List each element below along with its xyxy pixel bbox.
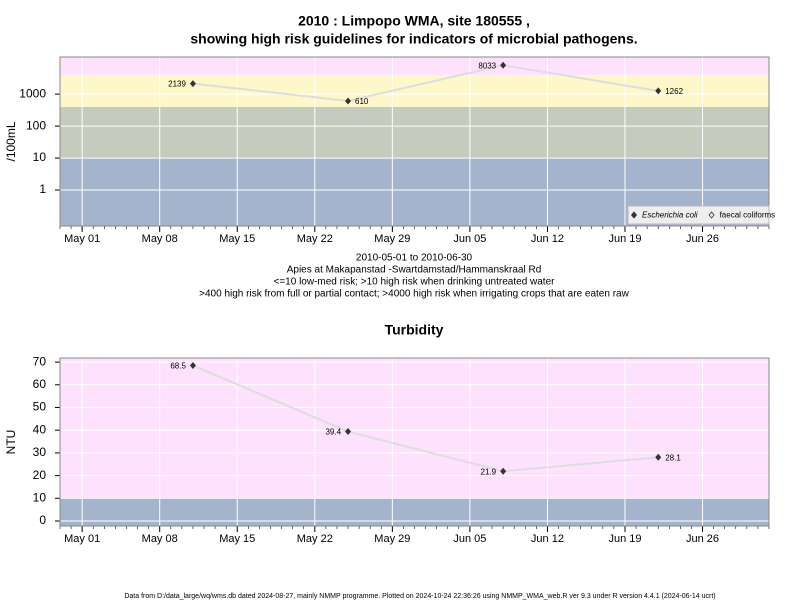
chart-title: 2010 : Limpopo WMA, site 180555 , — [298, 13, 530, 29]
footer: Data from D:/data_large/wq/wms.db dated … — [124, 593, 715, 600]
legend: Escherichia coli faecal coliforms — [627, 205, 776, 225]
y-tick-label: 50 — [33, 400, 47, 414]
data-label: 8033 — [478, 61, 496, 70]
y-tick-label: 20 — [33, 468, 47, 482]
y-axis-label: NTU — [4, 430, 18, 455]
data-point — [500, 61, 507, 69]
plot-frame — [59, 357, 770, 527]
data-label: 1262 — [665, 87, 683, 96]
legend-symbol — [630, 211, 638, 219]
data-label: 21.9 — [481, 467, 497, 476]
risk-band — [60, 74, 769, 107]
y-tick-label: 100 — [26, 118, 46, 132]
data-label: 28.1 — [665, 453, 681, 462]
data-label: 39.4 — [325, 428, 341, 437]
data-point — [500, 467, 507, 475]
note: >400 high risk from full or partial cont… — [199, 289, 629, 300]
data-point — [189, 80, 196, 88]
data-point — [655, 87, 662, 95]
y-axis-label: /100mL — [4, 121, 18, 161]
data-point — [345, 428, 352, 436]
x-tick-label: Jun 05 — [453, 233, 486, 245]
x-tick-label: May 29 — [374, 533, 410, 545]
x-tick-label: Jun 19 — [608, 533, 641, 545]
plot-frame — [59, 56, 770, 227]
chart-title: showing high risk guidelines for indicat… — [190, 31, 637, 47]
x-tick-label: May 01 — [64, 233, 100, 245]
risk-band — [60, 57, 769, 75]
risk-band — [60, 106, 769, 159]
chart-title: Turbidity — [385, 322, 444, 338]
y-tick-label: 1 — [39, 182, 46, 196]
x-tick-label: May 15 — [219, 233, 255, 245]
y-tick-label: 10 — [33, 150, 47, 164]
legend-symbol — [708, 211, 715, 219]
x-tick-label: Jun 19 — [608, 233, 641, 245]
y-tick-label: 30 — [33, 445, 47, 459]
x-tick-label: Jun 26 — [686, 233, 719, 245]
note: Apies at Makapanstad -Swartdamstad/Hamma… — [287, 265, 542, 276]
x-tick-label: May 22 — [297, 233, 333, 245]
data-point — [345, 97, 352, 105]
legend-box — [627, 205, 770, 225]
x-tick-label: May 22 — [297, 533, 333, 545]
legend-label: Escherichia coli — [642, 211, 698, 220]
data-point — [655, 453, 662, 461]
risk-band — [60, 358, 769, 499]
y-tick-label: 1000 — [19, 86, 46, 100]
risk-band — [60, 498, 769, 526]
y-tick-label: 10 — [33, 490, 47, 504]
x-tick-label: Jun 12 — [531, 533, 564, 545]
data-label: 2139 — [168, 80, 186, 89]
series-line — [192, 64, 659, 103]
x-tick-label: Jun 26 — [686, 533, 719, 545]
y-tick-label: 70 — [33, 354, 47, 368]
note: 2010-05-01 to 2010-06-30 — [356, 253, 473, 264]
x-tick-label: Jun 12 — [531, 233, 564, 245]
y-tick-label: 0 — [39, 513, 46, 527]
series-line — [192, 364, 659, 473]
x-tick-label: May 01 — [64, 533, 100, 545]
y-tick-label: 60 — [33, 377, 47, 391]
x-tick-label: May 29 — [374, 233, 410, 245]
x-tick-label: May 08 — [142, 533, 178, 545]
legend-label: faecal coliforms — [720, 211, 776, 220]
x-tick-label: May 08 — [142, 233, 178, 245]
data-label: 610 — [355, 97, 369, 106]
note: <=10 low-med risk; >10 high risk when dr… — [274, 277, 556, 288]
data-point — [189, 361, 196, 369]
y-tick-label: 40 — [33, 422, 47, 436]
x-tick-label: Jun 05 — [453, 533, 486, 545]
x-tick-label: May 15 — [219, 533, 255, 545]
data-label: 68.5 — [170, 362, 186, 371]
